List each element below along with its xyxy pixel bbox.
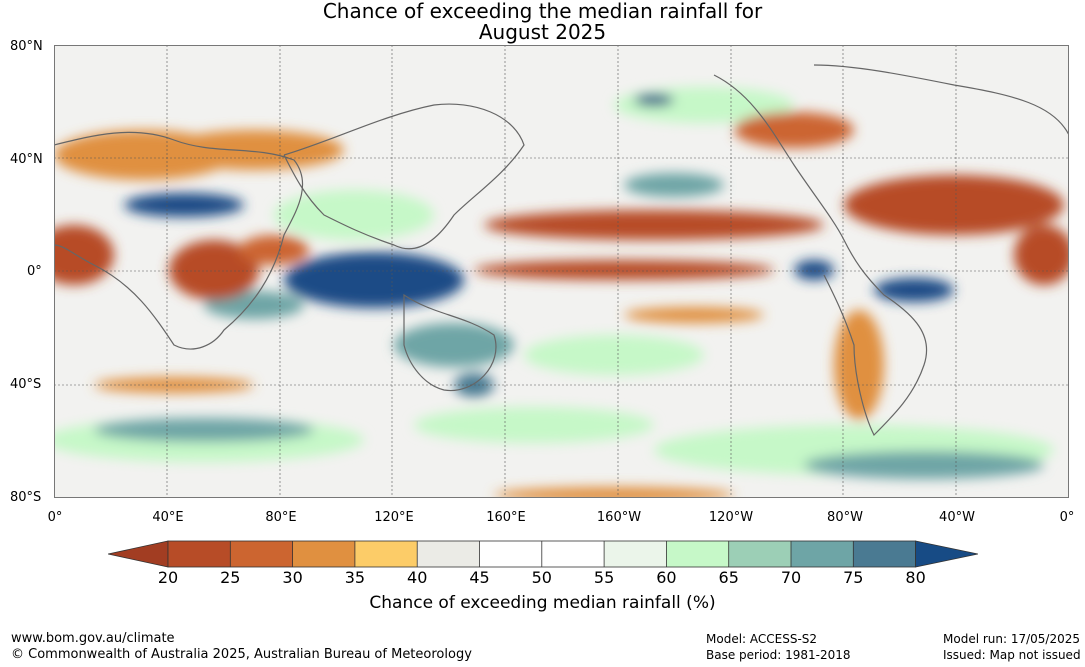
footer-model: Model: ACCESS-S2: [706, 632, 818, 646]
lon-label-40w: 40°W: [939, 510, 975, 525]
rainfall-map: [54, 45, 1069, 498]
lon-label-0-east: 0°: [1059, 510, 1075, 525]
lon-label-80w: 80°W: [827, 510, 863, 525]
colorbar-tick-label: 55: [593, 568, 615, 587]
lon-label-40e: 40°E: [152, 510, 184, 525]
colorbar-cell: [541, 541, 605, 567]
lat-label-40n: 40°N: [10, 152, 43, 167]
lat-label-80n: 80°N: [10, 39, 43, 54]
lon-label-120w: 120°W: [708, 510, 754, 525]
colorbar-title: Chance of exceeding median rainfall (%): [369, 593, 716, 613]
colorbar-tick-label: 25: [220, 568, 241, 587]
lon-label-80e: 80°E: [265, 510, 297, 525]
colorbar-cell: [666, 541, 729, 567]
lat-label-80s: 80°S: [10, 490, 42, 505]
footer-base-period: Base period: 1981-2018: [706, 648, 851, 662]
footer-issued: Issued: Map not issued: [943, 648, 1081, 662]
colorbar: [108, 540, 978, 568]
footer-url: www.bom.gov.au/climate: [11, 631, 175, 646]
colorbar-tick-label: 50: [531, 568, 552, 587]
colorbar-tick-label: 65: [718, 568, 739, 587]
lon-label-120e: 120°E: [374, 510, 414, 525]
colorbar-cell: [168, 541, 231, 567]
map-title-line2: August 2025: [478, 20, 607, 44]
colorbar-tick-label: 30: [282, 568, 303, 587]
colorbar-tick-label: 80: [905, 568, 926, 587]
colorbar-tick-label: 35: [344, 568, 366, 587]
colorbar-tick-label: 70: [780, 568, 802, 587]
colorbar-cell: [604, 541, 667, 567]
lon-label-160e: 160°E: [486, 510, 526, 525]
colorbar-cell: [354, 541, 418, 567]
coastlines: [54, 64, 1069, 437]
colorbar-cell: [479, 541, 542, 567]
lat-label-40s: 40°S: [10, 377, 42, 392]
footer-copyright: © Commonwealth of Australia 2025, Austra…: [11, 647, 472, 662]
colorbar-under-triangle: [108, 540, 169, 568]
colorbar-tick-label: 20: [157, 568, 179, 587]
anomaly-field: [54, 87, 1069, 498]
colorbar-over-triangle: [915, 540, 978, 568]
lon-label-160w: 160°W: [596, 510, 642, 525]
map-title-line1: Chance of exceeding the median rainfall …: [322, 0, 763, 23]
colorbar-tick-label: 40: [407, 568, 428, 587]
colorbar-tick-label: 45: [469, 568, 490, 587]
colorbar-cell: [417, 541, 480, 567]
colorbar-tick-label: 60: [656, 568, 677, 587]
footer-model-run: Model run: 17/05/2025: [943, 632, 1081, 646]
colorbar-tick-label: 75: [843, 568, 864, 587]
graticule: [54, 45, 1069, 498]
lat-label-0: 0°: [27, 264, 42, 279]
colorbar-cell: [853, 541, 916, 567]
colorbar-cell: [791, 541, 854, 567]
colorbar-cell: [230, 541, 293, 567]
colorbar-cell: [292, 541, 355, 567]
lon-label-0: 0°: [47, 510, 63, 525]
colorbar-cell: [728, 541, 791, 567]
